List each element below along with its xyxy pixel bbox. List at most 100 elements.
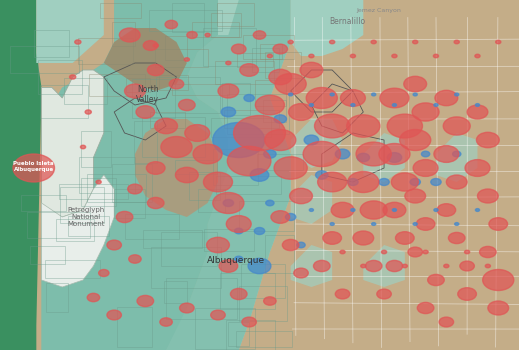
Circle shape bbox=[485, 264, 490, 268]
Text: Petroglyph
National
Monument: Petroglyph National Monument bbox=[67, 207, 104, 227]
Polygon shape bbox=[42, 70, 104, 217]
Bar bbox=[211, 118, 271, 137]
Circle shape bbox=[269, 69, 292, 85]
Circle shape bbox=[465, 250, 470, 254]
Circle shape bbox=[413, 93, 417, 96]
Polygon shape bbox=[42, 0, 291, 350]
Polygon shape bbox=[104, 28, 187, 91]
Bar bbox=[215, 61, 275, 84]
Polygon shape bbox=[363, 133, 405, 182]
Circle shape bbox=[412, 103, 439, 121]
Bar bbox=[46, 284, 68, 312]
Circle shape bbox=[379, 144, 410, 164]
Circle shape bbox=[223, 199, 234, 206]
Polygon shape bbox=[42, 175, 114, 287]
Circle shape bbox=[391, 173, 418, 191]
Circle shape bbox=[348, 172, 379, 193]
Circle shape bbox=[226, 216, 251, 232]
Bar bbox=[216, 3, 254, 26]
Circle shape bbox=[318, 172, 347, 192]
Circle shape bbox=[180, 303, 194, 313]
Circle shape bbox=[213, 193, 244, 214]
Circle shape bbox=[309, 209, 313, 211]
Bar bbox=[143, 230, 201, 248]
Bar bbox=[189, 173, 221, 200]
Circle shape bbox=[203, 172, 233, 192]
Circle shape bbox=[136, 106, 155, 118]
Circle shape bbox=[107, 310, 121, 320]
Bar bbox=[87, 174, 146, 202]
Bar bbox=[69, 216, 108, 236]
Bar bbox=[149, 112, 185, 128]
Circle shape bbox=[288, 40, 293, 44]
Circle shape bbox=[435, 90, 458, 106]
Circle shape bbox=[405, 189, 426, 203]
Circle shape bbox=[323, 232, 342, 244]
Circle shape bbox=[395, 232, 414, 244]
Circle shape bbox=[458, 288, 476, 300]
Bar bbox=[64, 78, 107, 104]
Circle shape bbox=[125, 84, 145, 98]
Circle shape bbox=[107, 240, 121, 250]
Bar bbox=[151, 247, 222, 288]
Circle shape bbox=[330, 40, 335, 44]
Circle shape bbox=[300, 62, 323, 78]
Circle shape bbox=[335, 149, 350, 159]
Circle shape bbox=[350, 54, 356, 58]
Circle shape bbox=[226, 61, 231, 65]
Circle shape bbox=[271, 211, 290, 223]
Circle shape bbox=[413, 40, 418, 44]
Polygon shape bbox=[166, 0, 291, 350]
Circle shape bbox=[433, 54, 439, 58]
Circle shape bbox=[444, 264, 449, 268]
Bar bbox=[21, 195, 66, 211]
Circle shape bbox=[431, 178, 441, 186]
Circle shape bbox=[467, 105, 488, 119]
Circle shape bbox=[175, 167, 198, 183]
Circle shape bbox=[475, 209, 480, 211]
Circle shape bbox=[421, 151, 430, 157]
Bar bbox=[132, 78, 174, 118]
Circle shape bbox=[244, 94, 254, 101]
Circle shape bbox=[266, 200, 274, 206]
Circle shape bbox=[434, 104, 438, 106]
Circle shape bbox=[234, 116, 285, 150]
Circle shape bbox=[275, 74, 306, 95]
Bar bbox=[222, 83, 250, 115]
Bar bbox=[204, 229, 254, 251]
Circle shape bbox=[264, 150, 276, 158]
Polygon shape bbox=[291, 0, 363, 56]
Circle shape bbox=[213, 122, 265, 158]
Bar bbox=[112, 22, 135, 46]
Bar bbox=[38, 60, 82, 94]
Bar bbox=[172, 84, 228, 95]
Circle shape bbox=[365, 260, 382, 272]
Bar bbox=[198, 189, 225, 212]
Circle shape bbox=[386, 260, 403, 272]
Bar bbox=[265, 235, 294, 273]
Circle shape bbox=[119, 28, 140, 42]
Polygon shape bbox=[436, 133, 477, 182]
Bar bbox=[216, 176, 281, 194]
Bar bbox=[30, 246, 65, 264]
Circle shape bbox=[356, 142, 391, 166]
Bar bbox=[114, 189, 145, 218]
Circle shape bbox=[207, 237, 229, 253]
Circle shape bbox=[330, 223, 334, 225]
Circle shape bbox=[351, 104, 355, 106]
Bar bbox=[113, 164, 152, 202]
Circle shape bbox=[155, 118, 177, 134]
Circle shape bbox=[161, 136, 192, 158]
Circle shape bbox=[347, 115, 380, 137]
Text: Bernalillo: Bernalillo bbox=[330, 16, 366, 26]
Bar bbox=[239, 286, 287, 321]
Circle shape bbox=[285, 214, 296, 220]
Circle shape bbox=[205, 33, 210, 37]
Circle shape bbox=[297, 242, 305, 248]
Bar bbox=[34, 30, 69, 57]
Bar bbox=[228, 322, 249, 346]
Bar bbox=[45, 260, 100, 278]
Bar bbox=[239, 201, 294, 231]
Circle shape bbox=[340, 90, 365, 106]
Circle shape bbox=[289, 104, 313, 120]
